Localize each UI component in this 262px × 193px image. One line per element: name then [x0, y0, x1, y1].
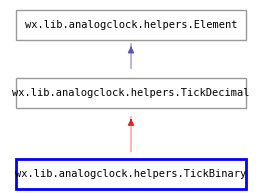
FancyBboxPatch shape [16, 78, 246, 108]
FancyBboxPatch shape [16, 159, 246, 189]
Text: wx.lib.analogclock.helpers.Element: wx.lib.analogclock.helpers.Element [25, 20, 237, 30]
Text: wx.lib.analogclock.helpers.TickDecimal: wx.lib.analogclock.helpers.TickDecimal [12, 88, 250, 98]
Text: wx.lib.analogclock.helpers.TickBinary: wx.lib.analogclock.helpers.TickBinary [15, 169, 247, 179]
FancyBboxPatch shape [16, 10, 246, 40]
